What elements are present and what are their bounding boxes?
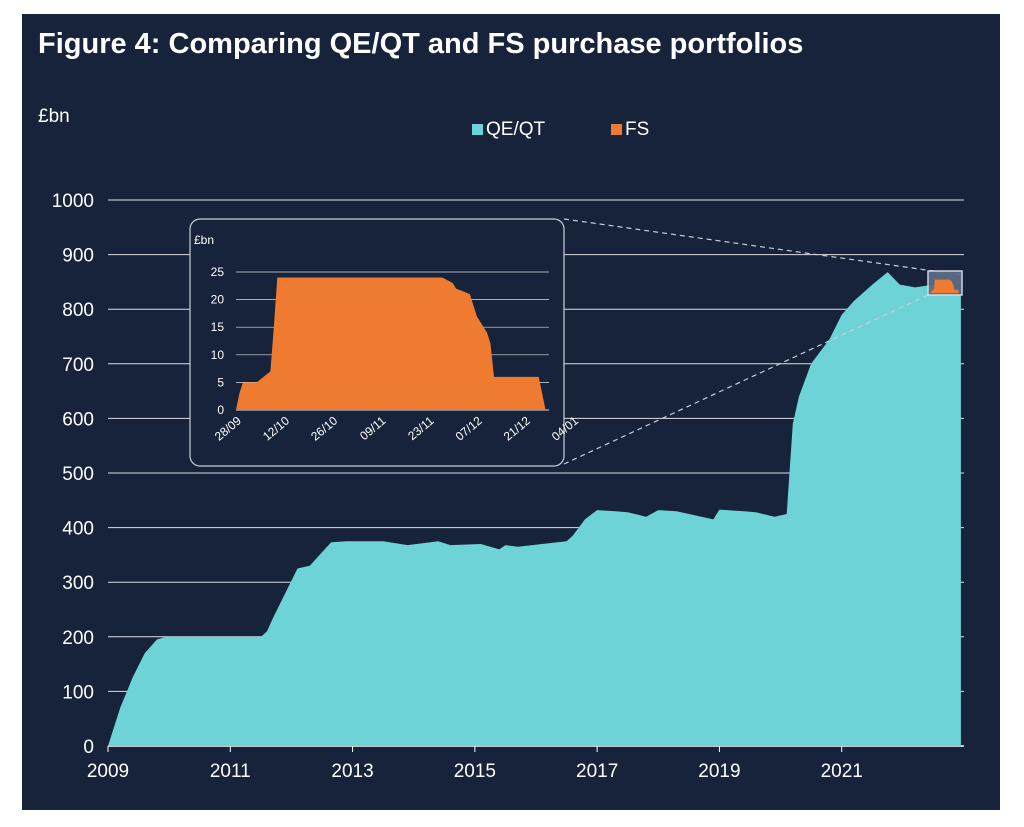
chart-panel: Figure 4: Comparing QE/QT and FS purchas… bbox=[22, 14, 1000, 810]
inset-y-tick-label: 20 bbox=[211, 293, 225, 307]
y-tick-label: 700 bbox=[62, 355, 94, 376]
y-tick-label: 100 bbox=[62, 682, 94, 703]
x-tick-label: 2011 bbox=[210, 761, 251, 782]
y-tick-label: 400 bbox=[62, 519, 94, 540]
inset-y-tick-label: 10 bbox=[211, 348, 225, 362]
y-tick-label: 500 bbox=[62, 464, 94, 485]
inset-y-tick-label: 0 bbox=[217, 403, 224, 417]
inset-y-tick-label: 25 bbox=[211, 265, 225, 279]
x-tick-label: 2021 bbox=[821, 761, 863, 782]
inset-y-tick-label: 15 bbox=[211, 320, 225, 334]
y-tick-label: 600 bbox=[62, 409, 94, 430]
inset-y-tick-label: 5 bbox=[217, 375, 224, 389]
inset-unit-label: £bn bbox=[194, 233, 214, 247]
fs-series-area bbox=[236, 277, 546, 410]
legend-label-qe-qt: QE/QT bbox=[486, 119, 546, 140]
x-tick-label: 2019 bbox=[698, 761, 740, 782]
x-tick-label: 2017 bbox=[576, 761, 618, 782]
qe-qt-area bbox=[108, 272, 961, 746]
legend: QE/QT FS bbox=[472, 119, 649, 140]
y-tick-label: 800 bbox=[62, 300, 94, 321]
x-tick-label: 2015 bbox=[454, 761, 496, 782]
y-tick-label: 300 bbox=[62, 573, 94, 594]
y-unit-label: £bn bbox=[38, 106, 70, 127]
y-tick-label: 200 bbox=[62, 628, 94, 649]
y-tick-label: 1000 bbox=[52, 191, 94, 212]
legend-swatch-qe-qt bbox=[472, 124, 483, 135]
legend-swatch-fs bbox=[611, 124, 622, 135]
zoom-connector-bottom bbox=[563, 294, 929, 465]
x-tick-label: 2009 bbox=[87, 761, 129, 782]
legend-label-fs: FS bbox=[625, 119, 649, 140]
y-tick-label: 0 bbox=[83, 737, 94, 758]
chart-title: Figure 4: Comparing QE/QT and FS purchas… bbox=[38, 28, 804, 60]
zoom-connector-lines bbox=[563, 218, 963, 465]
y-tick-label: 900 bbox=[62, 246, 94, 267]
zoom-connector-top bbox=[563, 218, 963, 276]
zoom-box-fs-mini-area bbox=[931, 279, 959, 293]
x-tick-label: 2013 bbox=[331, 761, 373, 782]
qe-qt-series-area bbox=[108, 272, 961, 746]
